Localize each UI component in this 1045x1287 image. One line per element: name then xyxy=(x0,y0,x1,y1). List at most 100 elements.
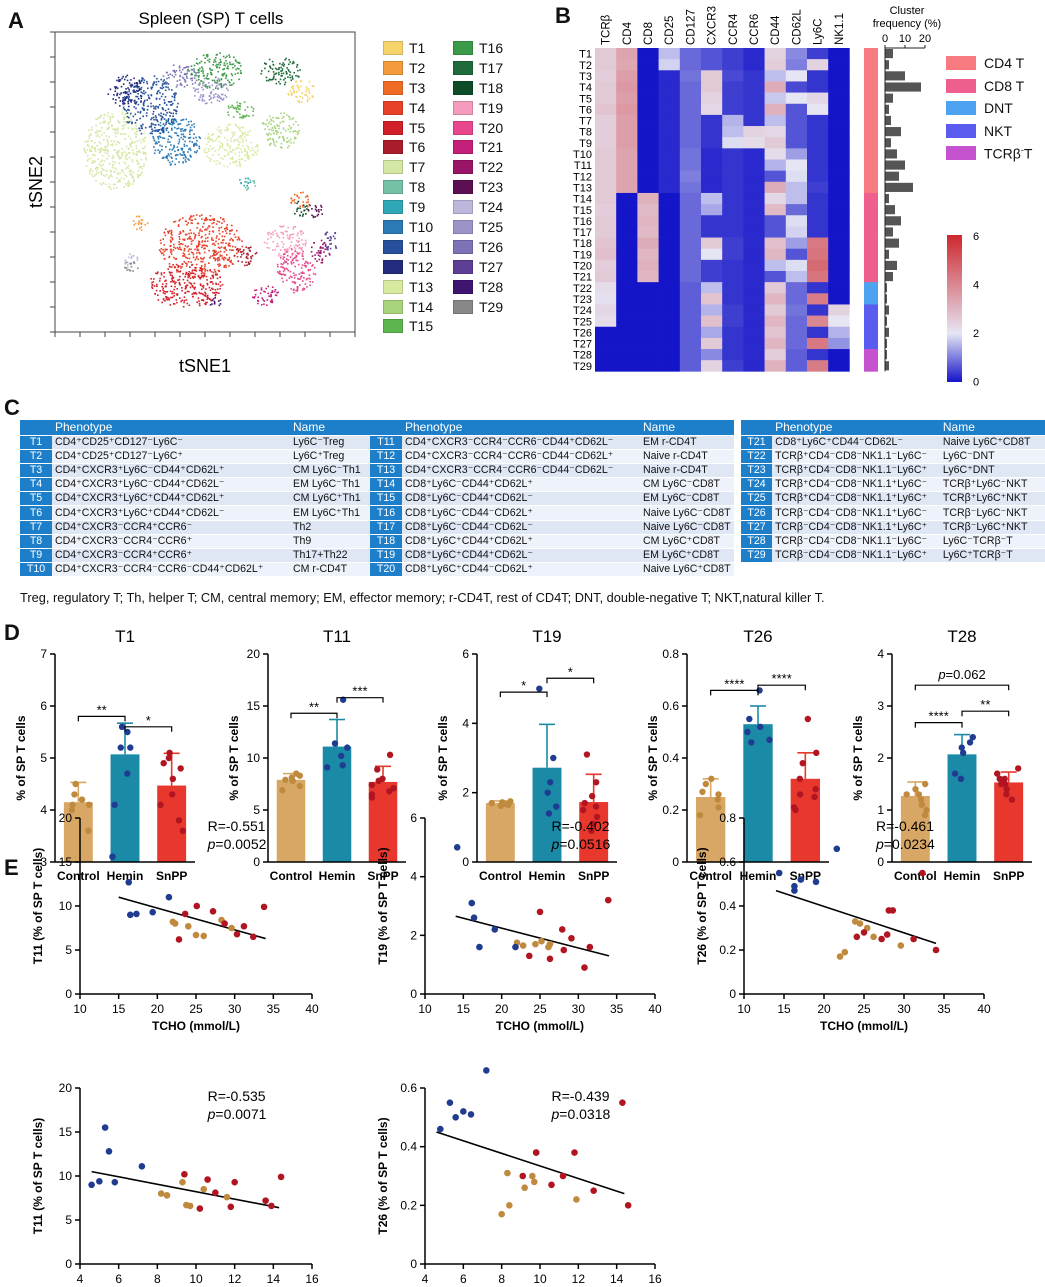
tsne-point xyxy=(195,79,198,82)
tsne-point xyxy=(95,135,98,137)
tsne-point xyxy=(211,84,214,87)
cell-type-swatch xyxy=(946,146,976,161)
tsne-point xyxy=(166,299,169,301)
tsne-point xyxy=(314,258,317,260)
cluster-id-cell: T16 xyxy=(370,505,402,521)
tsne-point xyxy=(301,92,303,94)
tsne-point xyxy=(91,162,93,164)
tsne-point xyxy=(285,261,287,264)
tsne-point xyxy=(210,255,212,258)
tsne-point xyxy=(229,147,231,149)
tsne-point xyxy=(99,164,102,167)
tsne-point xyxy=(282,62,284,64)
heatmap-cell xyxy=(658,103,681,116)
tsne-point xyxy=(132,270,134,272)
tsne-point xyxy=(293,277,296,279)
heatmap-cell xyxy=(658,215,681,227)
tsne-point xyxy=(166,77,168,80)
tsne-point xyxy=(182,157,185,159)
y-tick-label: 0.6 xyxy=(662,699,679,713)
tsne-point xyxy=(220,85,223,87)
tsne-point xyxy=(283,267,286,270)
tsne-point xyxy=(99,151,102,153)
tsne-point xyxy=(105,135,108,137)
tsne-point xyxy=(117,132,119,134)
tsne-point xyxy=(233,233,236,236)
tsne-point xyxy=(117,127,119,130)
tsne-point xyxy=(325,232,327,234)
tsne-point xyxy=(208,230,211,233)
tsne-point xyxy=(110,188,112,191)
tsne-point xyxy=(107,121,110,124)
tsne-point xyxy=(270,118,272,121)
tsne-point xyxy=(184,288,187,290)
tsne-point xyxy=(222,73,224,75)
tsne-point xyxy=(135,101,138,104)
heatmap-cell xyxy=(658,81,681,93)
tsne-point xyxy=(312,216,315,219)
tsne-legend-item: T10 xyxy=(383,217,453,237)
tsne-point xyxy=(297,277,299,280)
tsne-point xyxy=(162,75,165,77)
tsne-point xyxy=(210,299,213,302)
tsne-point xyxy=(112,128,114,130)
tsne-point xyxy=(215,87,217,89)
tsne-point xyxy=(238,158,241,161)
tsne-point xyxy=(196,248,199,251)
tsne-point xyxy=(231,135,234,137)
tsne-point xyxy=(116,176,118,179)
scatter-point-control xyxy=(870,933,877,941)
tsne-point xyxy=(212,283,214,285)
tsne-point xyxy=(201,244,204,247)
legend-swatch xyxy=(383,60,403,75)
tsne-point xyxy=(95,180,97,182)
category-label: SnPP xyxy=(993,869,1024,883)
scatter-point-control xyxy=(506,1202,513,1209)
tsne-point xyxy=(266,304,268,306)
heatmap-cell xyxy=(701,192,723,205)
legend-swatch xyxy=(383,180,403,195)
cell-type-bar xyxy=(864,170,878,183)
tsne-point xyxy=(240,72,242,74)
heatmap-cell xyxy=(785,293,808,305)
heatmap-cell xyxy=(679,337,702,350)
tsne-point xyxy=(302,232,304,234)
tsne-point xyxy=(195,270,197,272)
tsne-point xyxy=(223,235,226,238)
y-tick-label: 20 xyxy=(59,811,73,825)
tsne-point xyxy=(236,229,238,232)
heatmap-cell xyxy=(764,304,787,316)
heatmap-cell xyxy=(785,81,808,93)
tsne-point xyxy=(206,245,208,247)
tsne-point xyxy=(213,292,216,294)
tsne-point xyxy=(144,151,147,154)
heatmap-cell xyxy=(637,48,659,60)
tsne-point xyxy=(271,60,274,63)
heatmap-cell xyxy=(743,137,765,149)
tsne-point xyxy=(287,76,289,78)
tsne-point xyxy=(168,122,170,124)
tsne-point xyxy=(251,255,254,257)
frequency-bar xyxy=(885,60,889,70)
tsne-point xyxy=(227,111,229,114)
tsne-point xyxy=(197,244,200,246)
tsne-point xyxy=(247,146,250,149)
tsne-point xyxy=(171,292,173,295)
tsne-point xyxy=(302,201,304,203)
tsne-point xyxy=(303,288,306,291)
tsne-point xyxy=(169,272,171,274)
tsne-point xyxy=(161,301,163,304)
heatmap-cell xyxy=(807,293,829,305)
data-point xyxy=(592,803,600,810)
heatmap-cell xyxy=(701,114,723,127)
tsne-point xyxy=(135,95,137,98)
tsne-point xyxy=(137,150,140,153)
tsne-point xyxy=(247,247,250,249)
tsne-point xyxy=(178,138,181,141)
tsne-point xyxy=(304,196,307,198)
tsne-point xyxy=(293,281,295,283)
heatmap-cell xyxy=(701,181,723,194)
heatmap-cell xyxy=(828,237,850,249)
cluster-id-cell: T8 xyxy=(20,534,52,549)
